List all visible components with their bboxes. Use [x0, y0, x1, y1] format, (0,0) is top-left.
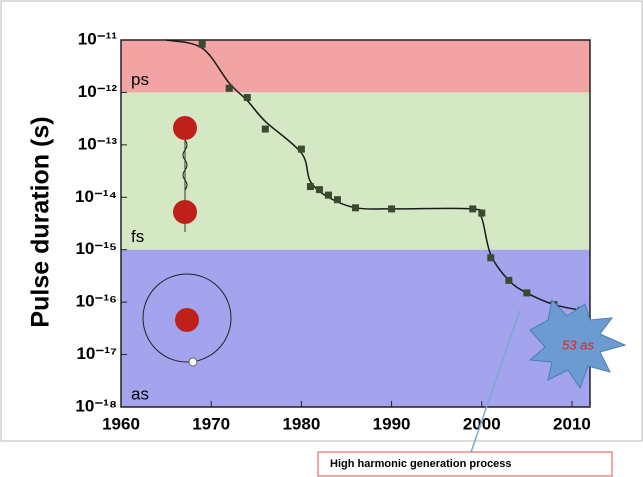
data-point [352, 204, 359, 212]
y-axis-label: Pulse duration (s) [27, 116, 55, 327]
starburst [528, 298, 627, 390]
x-tick-label: 1960 [102, 414, 140, 433]
band-label: fs [131, 227, 144, 246]
y-tick-label: 10⁻¹⁵ [75, 239, 117, 258]
data-point [388, 205, 396, 213]
plot-area: ps fs as 10⁻¹⁸ 10⁻¹⁷ 10⁻¹⁶ 10⁻¹⁵ 10⁻¹⁴ 10⁻¹³ 10⁻¹… [75, 29, 591, 433]
annotation: High harmonic generation process [330, 458, 512, 470]
axes-box [120, 39, 591, 408]
data-point [523, 289, 531, 297]
annotation-box [317, 451, 613, 477]
x-tick-label: 1990 [373, 414, 411, 433]
data-point [333, 196, 341, 204]
atom [173, 116, 197, 140]
y-tick-label: 10⁻¹⁷ [76, 344, 117, 363]
y-tick-label: 10⁻¹⁴ [75, 187, 117, 206]
x-tick-label: 1970 [192, 414, 230, 433]
pointer [469, 309, 521, 456]
x-tick-label: 2000 [463, 414, 501, 433]
data-point [225, 84, 233, 92]
data-point [505, 276, 513, 284]
data-point [261, 125, 269, 133]
y-tick-label: 10⁻¹³ [78, 134, 118, 153]
data-point [315, 186, 323, 194]
data-point [469, 205, 477, 213]
data-point [243, 94, 251, 102]
band [121, 40, 590, 93]
y-tick-label: 10⁻¹² [78, 82, 118, 101]
orbit [142, 273, 232, 363]
y-tick-label: 10⁻¹⁶ [76, 292, 117, 311]
y-tick-label: 10⁻¹⁸ [75, 396, 117, 415]
atom [173, 200, 197, 224]
overlay: 53 as High harmonic generation process [142, 116, 627, 477]
band-label: as [131, 384, 149, 403]
data-point [198, 40, 206, 48]
data-point [324, 191, 332, 199]
data-point [487, 254, 495, 262]
wave [182, 139, 188, 191]
annotation: 53 as [562, 337, 594, 352]
data-point [478, 209, 486, 217]
band-label: ps [131, 70, 149, 89]
data-point [297, 145, 305, 153]
band [121, 92, 590, 250]
electron [188, 357, 198, 367]
x-tick-label: 1980 [282, 414, 320, 433]
data-point [306, 183, 314, 191]
x-tick-label: 2010 [553, 414, 591, 433]
nucleus [175, 308, 199, 332]
y-tick-label: 10⁻¹¹ [78, 29, 118, 48]
